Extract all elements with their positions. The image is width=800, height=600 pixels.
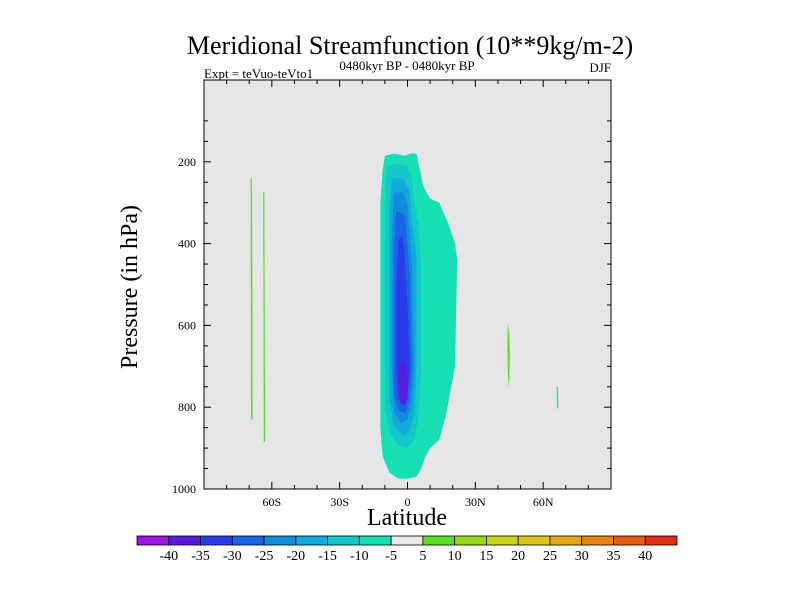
experiment-string: Expt = teVuo-teVto1 — [204, 66, 313, 81]
colorbar-box-0 — [136, 535, 170, 546]
colorbar-label: 20 — [511, 549, 525, 564]
colorbar-label: -20 — [286, 549, 305, 564]
contour-fill-6 — [398, 362, 408, 406]
contour-fill-9 — [507, 321, 510, 389]
x-tick-label: 60S — [262, 495, 281, 509]
colorbar-box-12 — [517, 535, 551, 546]
x-tick-label: 0 — [405, 495, 411, 509]
colorbar-box-15 — [613, 535, 646, 546]
axes: 60S 30S 0 30N 60N 200 400 600 800 1000 — [172, 79, 612, 509]
colorbar-box-6 — [327, 535, 360, 546]
colorbar-box-2 — [200, 535, 233, 546]
colorbar-label: 35 — [606, 549, 620, 564]
season-string: DJF — [589, 60, 611, 75]
colorbar-label: -35 — [191, 549, 210, 564]
colorbar-box-10 — [454, 535, 487, 546]
chart-title: Meridional Streamfunction (10**9kg/m-2) — [187, 31, 633, 60]
x-tick-label: 30N — [465, 495, 486, 509]
colorbar-label: 5 — [419, 549, 426, 564]
colorbar-box-1 — [168, 535, 201, 546]
colorbar-label: 30 — [575, 549, 589, 564]
colorbar-label: -10 — [350, 549, 369, 564]
x-axis-title: Latitude — [367, 505, 447, 531]
period-string: 0480kyr BP - 0480kyr BP — [339, 58, 474, 73]
x-tick-label: 30S — [330, 495, 349, 509]
colorbar-box-13 — [549, 535, 583, 546]
contour-fill-8 — [263, 192, 266, 442]
colorbar-box-7 — [358, 535, 392, 546]
contour-fill-7 — [250, 178, 253, 420]
colorbar-label: 25 — [543, 549, 557, 564]
colorbar-label: -40 — [159, 549, 178, 564]
y-tick-label: 800 — [178, 400, 196, 414]
y-tick-label: 400 — [178, 237, 196, 251]
y-tick-label: 600 — [178, 318, 196, 332]
y-tick-label: 200 — [178, 155, 196, 169]
colorbar-box-9 — [422, 535, 456, 546]
colorbar-label: 15 — [479, 549, 493, 564]
colorbar-box-11 — [486, 535, 519, 546]
contour-fill-10 — [556, 386, 559, 410]
y-axis-title: Pressure (in hPa) — [117, 205, 143, 369]
colorbar-label: 10 — [448, 549, 462, 564]
plot-area — [204, 80, 611, 489]
colorbar: -40 -35 -30 -25 -20 -15 -10 -5 5 10 15 20 25 30 35 40 — [136, 535, 678, 564]
colorbar-label: -25 — [255, 549, 274, 564]
colorbar-label: 40 — [638, 549, 652, 564]
colorbar-label: -30 — [223, 549, 242, 564]
colorbar-box-16 — [644, 535, 678, 546]
colorbar-box-4 — [263, 535, 297, 546]
colorbar-label: -15 — [318, 549, 337, 564]
colorbar-label: -5 — [385, 549, 397, 564]
colorbar-box-3 — [231, 535, 265, 546]
colorbar-box-5 — [295, 535, 328, 546]
x-tick-label: 60N — [533, 495, 554, 509]
colorbar-box-14 — [581, 535, 614, 546]
y-tick-label: 1000 — [172, 482, 196, 496]
contour-fill-5 — [396, 235, 410, 406]
colorbar-box-8 — [390, 535, 424, 546]
